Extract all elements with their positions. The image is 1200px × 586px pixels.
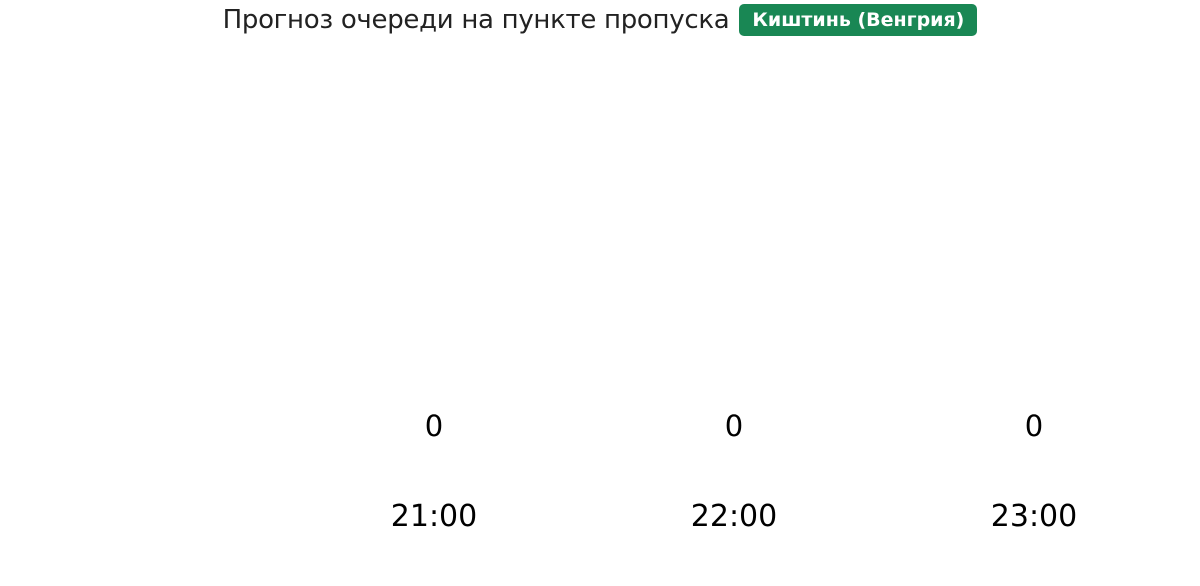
data-label: 0 [425, 409, 443, 443]
checkpoint-badge: Киштинь (Венгрия) [739, 4, 978, 36]
data-label: 0 [1025, 409, 1043, 443]
x-tick-label: 22:00 [691, 499, 777, 534]
data-label: 0 [725, 409, 743, 443]
x-tick-label: 21:00 [391, 499, 477, 534]
chart-title-text: Прогноз очереди на пункте пропуска [222, 5, 730, 35]
chart-title: Прогноз очереди на пункте пропуска Кишти… [0, 0, 1200, 40]
x-tick-label: 23:00 [991, 499, 1077, 534]
